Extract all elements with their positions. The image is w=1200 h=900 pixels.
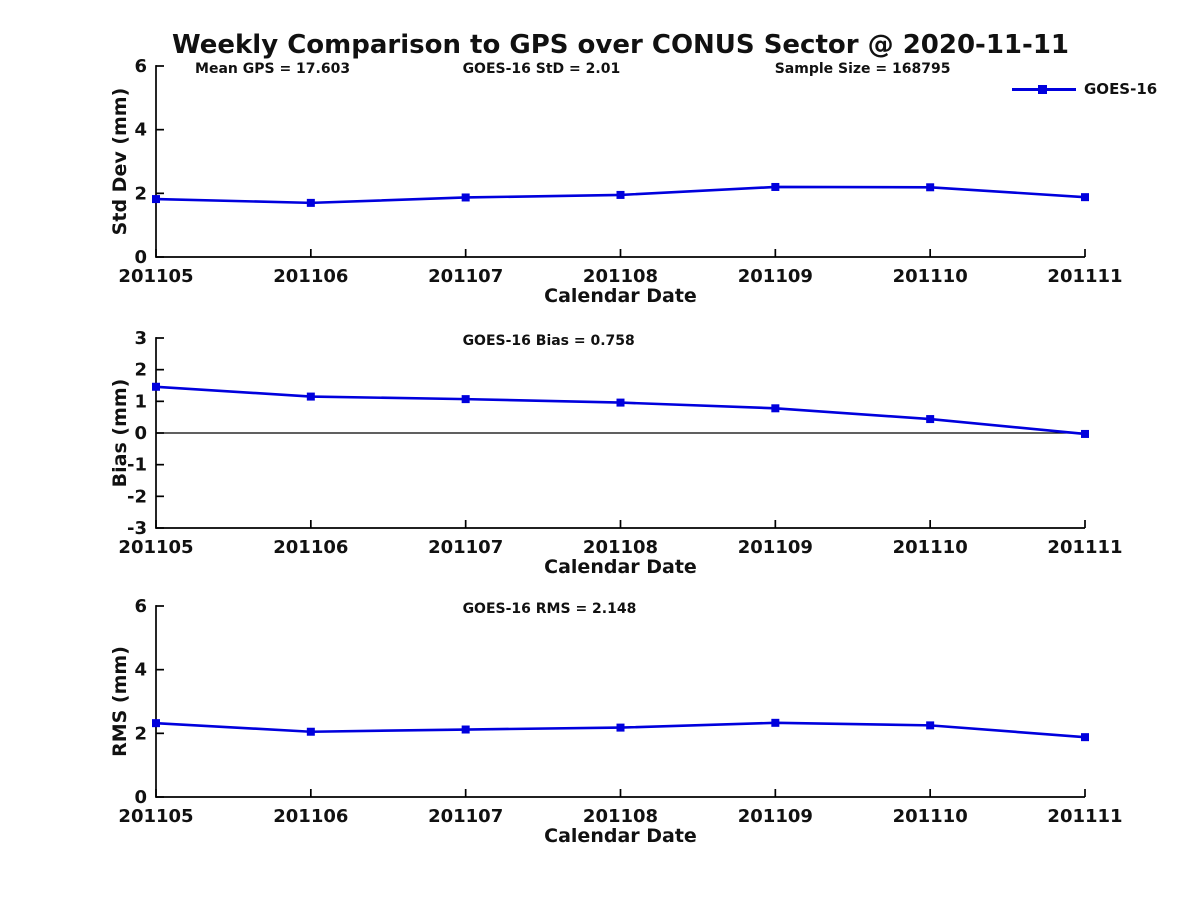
x-tick-label: 201105 (118, 537, 193, 558)
x-tick-label: 201110 (893, 806, 968, 827)
x-axis-label: Calendar Date (544, 825, 697, 847)
chart-rms: 0 2 4 6 201105 201106 201107 201108 201109 201110… (109, 596, 1123, 847)
x-tick-label: 201107 (428, 266, 503, 287)
series-marker (616, 190, 625, 199)
y-tick-label: 4 (134, 660, 147, 681)
series-marker (616, 398, 625, 407)
x-axis-label: Calendar Date (544, 556, 697, 578)
y-tick-label: 0 (134, 247, 147, 268)
x-tick-label: 201108 (583, 537, 658, 558)
x-tick-label: 201109 (738, 537, 813, 558)
x-tick-label: 201105 (118, 266, 193, 287)
x-tick-label: 201109 (738, 266, 813, 287)
series-marker (1081, 733, 1089, 742)
x-tick-label: 201110 (893, 537, 968, 558)
series-marker (771, 718, 780, 727)
series-marker (926, 721, 935, 730)
x-tick-label: 201110 (893, 266, 968, 287)
y-tick-label: 3 (134, 328, 147, 349)
x-axis-label: Calendar Date (544, 285, 697, 307)
series-marker (461, 725, 470, 734)
series-line-goes-16 (154, 385, 1087, 436)
y-tick-label: 6 (134, 56, 147, 77)
series-marker (771, 182, 780, 191)
series-marker (461, 193, 470, 202)
series-marker (1081, 429, 1089, 438)
y-tick-label: -2 (127, 486, 147, 507)
series-marker (306, 727, 315, 736)
x-tick-label: 201111 (1047, 806, 1122, 827)
y-tick-label: 6 (134, 596, 147, 617)
x-tick-label: 201107 (428, 806, 503, 827)
y-tick-label: 0 (134, 787, 147, 808)
series-marker (152, 719, 160, 728)
chart-title: Weekly Comparison to GPS over CONUS Sect… (171, 30, 1069, 60)
series-marker (306, 392, 315, 401)
annotation: GOES-16 Bias = 0.758 (463, 333, 635, 349)
legend-line-sample-icon (1012, 84, 1076, 94)
x-tick-label: 201111 (1047, 266, 1122, 287)
y-tick-label: 2 (134, 723, 147, 744)
series-marker (771, 404, 780, 413)
y-tick-label: -1 (127, 455, 147, 476)
annotation: GOES-16 StD = 2.01 (463, 61, 621, 77)
chart-bias: -3 -2 -1 0 1 2 3 201105 201106 201107 201108 201109… (109, 328, 1123, 578)
x-tick-label: 201107 (428, 537, 503, 558)
legend-label: GOES-16 (1084, 80, 1158, 98)
x-tick-label: 201105 (118, 806, 193, 827)
annotation: Sample Size = 168795 (775, 61, 951, 77)
annotation: Mean GPS = 17.603 (195, 61, 350, 77)
y-axis-label: Bias (mm) (109, 379, 131, 488)
series-marker (926, 183, 935, 192)
series-marker (616, 723, 625, 732)
series-marker (461, 395, 470, 404)
series-marker (152, 382, 160, 391)
y-tick-label: 4 (134, 120, 147, 141)
x-tick-label: 201108 (583, 266, 658, 287)
legend: GOES-16 (1012, 80, 1158, 98)
y-tick-label: 1 (134, 391, 147, 412)
chart-std-dev: 0 2 4 6 201105 201106 201107 201108 201109 201110… (109, 56, 1123, 307)
x-tick-label: 201106 (273, 537, 348, 558)
series-marker (152, 195, 160, 204)
y-tick-label: -3 (127, 518, 147, 539)
x-tick-label: 201108 (583, 806, 658, 827)
legend-square-marker-icon (1038, 84, 1047, 94)
y-tick-label: 0 (134, 423, 147, 444)
y-axis-label: Std Dev (mm) (109, 88, 131, 236)
x-tick-label: 201111 (1047, 537, 1122, 558)
annotation: GOES-16 RMS = 2.148 (463, 601, 637, 617)
y-tick-label: 2 (134, 183, 147, 204)
series-marker (306, 198, 315, 207)
series-marker (1081, 193, 1089, 202)
x-tick-label: 201106 (273, 266, 348, 287)
y-axis-label: RMS (mm) (109, 646, 131, 757)
y-tick-label: 2 (134, 360, 147, 381)
x-tick-label: 201109 (738, 806, 813, 827)
x-tick-label: 201106 (273, 806, 348, 827)
series-marker (926, 415, 935, 424)
